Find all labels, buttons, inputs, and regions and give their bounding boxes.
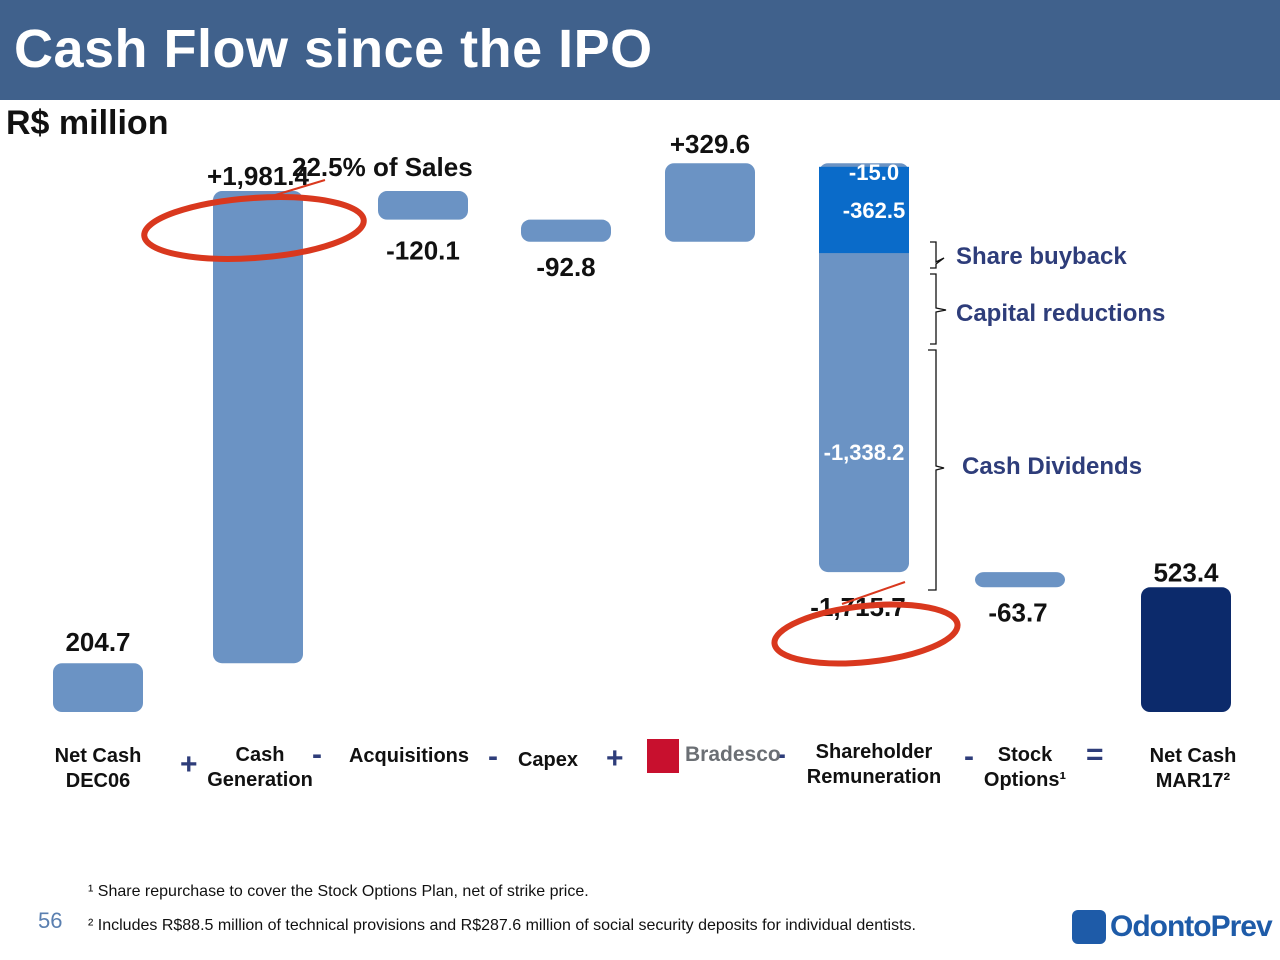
value-label-net-cash-mar17: 523.4 bbox=[1153, 557, 1219, 587]
bar-segment-capital-reductions bbox=[819, 166, 909, 254]
unit-label: R$ million bbox=[6, 104, 169, 142]
breakdown-label-share-buyback: Share buyback bbox=[956, 243, 1127, 270]
value-label-stock-options: -63.7 bbox=[988, 597, 1047, 627]
x-label-net-cash-mar17: Net Cash MAR17² bbox=[1149, 745, 1237, 792]
breakdown-label-cash-dividends: Cash Dividends bbox=[962, 453, 1142, 480]
annotation-sales-share: 22.5% of Sales bbox=[292, 152, 473, 182]
bar-cash-generation bbox=[213, 191, 303, 664]
value-label-net-cash-dec06: 204.7 bbox=[65, 627, 130, 657]
bar-capex bbox=[521, 219, 611, 242]
bar-net-cash-dec06 bbox=[53, 663, 143, 712]
bradesco-logo: Bradesco bbox=[647, 739, 781, 773]
highlight-ellipse-shareholder-remuneration bbox=[771, 601, 961, 667]
x-label-acquisitions: Acquisitions bbox=[348, 745, 469, 767]
odontoprev-wordmark: OdontoPrev bbox=[1110, 910, 1273, 943]
bradesco-mark-icon bbox=[647, 739, 679, 773]
operator-minus: - bbox=[312, 738, 322, 771]
value-label-share-buyback: -15.0 bbox=[849, 160, 899, 185]
footnote-2: ² Includes R$88.5 million of technical p… bbox=[88, 917, 916, 934]
x-label-capex: Capex bbox=[517, 749, 579, 771]
bar-segment-cash-dividends bbox=[819, 253, 909, 565]
annotation-pointer bbox=[271, 179, 326, 197]
x-label-stock-options: Stock Options¹ bbox=[983, 744, 1067, 791]
value-label-capital-reductions: -362.5 bbox=[843, 198, 905, 223]
bar-stock-options bbox=[975, 572, 1065, 588]
bar-bradesco bbox=[665, 163, 755, 242]
breakdown-label-capital-reductions: Capital reductions bbox=[956, 300, 1165, 327]
page-number: 56 bbox=[38, 908, 63, 933]
bar-net-cash-mar17 bbox=[1141, 587, 1231, 712]
odontoprev-logo: OdontoPrev bbox=[1072, 908, 1273, 948]
value-label-bradesco: +329.6 bbox=[670, 129, 750, 159]
brace-capital-reductions bbox=[930, 273, 947, 345]
slide-title: Cash Flow since the IPO bbox=[14, 19, 653, 79]
operator-minus: - bbox=[964, 740, 974, 773]
value-label-acquisitions: -120.1 bbox=[386, 236, 460, 266]
annotation-pointer bbox=[841, 581, 906, 605]
operator-plus: + bbox=[180, 748, 198, 781]
title-bar: Cash Flow since the IPO bbox=[0, 0, 1280, 100]
value-label-cash-dividends: -1,338.2 bbox=[824, 440, 905, 465]
value-label-capex: -92.8 bbox=[536, 252, 595, 282]
brace-cash-dividends bbox=[928, 349, 945, 591]
operator-minus: - bbox=[776, 738, 786, 771]
odontoprev-mark-icon bbox=[1072, 910, 1106, 944]
x-label-net-cash-dec06: Net Cash DEC06 bbox=[54, 745, 142, 792]
highlight-ellipse-cash-generation bbox=[141, 194, 367, 262]
x-label-shareholder-remuneration: Shareholder Remuneration bbox=[806, 741, 942, 788]
operator-plus: + bbox=[606, 742, 624, 775]
x-label-cash-generation: Cash Generation bbox=[207, 744, 313, 791]
footnote-1: ¹ Share repurchase to cover the Stock Op… bbox=[88, 883, 589, 900]
operator-equals: = bbox=[1086, 738, 1104, 771]
operator-minus: - bbox=[488, 740, 498, 773]
bar-acquisitions bbox=[378, 191, 468, 220]
value-label-cash-generation: +1,981.4 bbox=[207, 161, 309, 191]
bradesco-wordmark: Bradesco bbox=[685, 743, 781, 766]
brace-share-buyback bbox=[930, 241, 945, 269]
